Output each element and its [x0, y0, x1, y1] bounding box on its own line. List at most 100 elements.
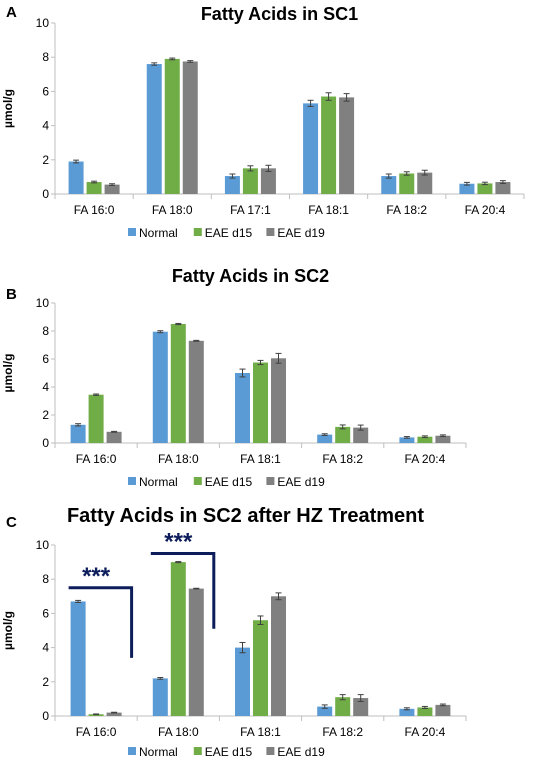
x-tick-label: FA 16:0 — [76, 452, 117, 466]
panel-letter: B — [6, 286, 17, 303]
bar — [152, 678, 168, 716]
bar — [86, 182, 102, 194]
legend-label: Normal — [139, 475, 178, 489]
x-tick-label: FA 18:0 — [158, 725, 199, 739]
legend-swatch — [193, 747, 202, 755]
y-tick-label: 8 — [42, 572, 49, 586]
panel-c: C Fatty Acids in SC2 after HZ Treatment µm… — [1, 505, 467, 759]
significance-bracket — [150, 552, 216, 629]
bar — [317, 434, 333, 443]
y-tick-label: 2 — [42, 153, 49, 167]
panel-letter: A — [6, 4, 17, 21]
panel-b: B Fatty Acids in SC2 µmol/g 0 2 4 6 8 10 FA 16:0 F… — [1, 266, 467, 489]
x-tick-label: FA 16:0 — [76, 725, 117, 739]
y-tick-label: 0 — [42, 709, 49, 723]
bar — [459, 183, 475, 194]
x-tick-label: FA 16:0 — [74, 203, 115, 217]
legend-swatch — [266, 228, 275, 236]
bar — [495, 182, 511, 194]
x-tick-label: FA 17:1 — [230, 203, 271, 217]
bar — [339, 97, 355, 194]
bar — [260, 168, 276, 194]
bar — [235, 647, 250, 716]
bar — [335, 426, 351, 443]
significance-label: *** — [164, 529, 193, 556]
y-tick-label: 8 — [42, 50, 49, 64]
bar — [353, 427, 369, 443]
legend-label: Normal — [139, 745, 178, 759]
legend-label: EAE d15 — [205, 475, 253, 489]
bar — [170, 324, 186, 443]
bar — [70, 601, 86, 716]
bar — [317, 706, 333, 716]
y-axis-label: µmol/g — [1, 611, 15, 650]
legend-swatch — [266, 747, 275, 755]
bar — [417, 436, 433, 443]
y-tick-label: 4 — [42, 641, 49, 655]
bar — [104, 184, 120, 194]
y-tick-label: 2 — [42, 408, 49, 422]
y-tick-label: 4 — [42, 119, 49, 133]
y-tick-label: 10 — [36, 538, 50, 552]
bar — [271, 596, 286, 716]
x-tick-label: FA 20:4 — [405, 725, 446, 739]
bar — [106, 712, 122, 716]
y-axis-label: µmol/g — [1, 89, 15, 128]
bar — [435, 704, 451, 716]
bar — [353, 698, 369, 716]
x-tick-label: FA 18:2 — [386, 203, 427, 217]
y-tick-label: 0 — [42, 436, 49, 450]
legend-label: Normal — [139, 226, 178, 240]
bar — [182, 61, 198, 194]
bar — [399, 173, 415, 194]
legend-swatch — [128, 228, 136, 236]
legend-swatch — [266, 477, 275, 485]
bar — [188, 340, 204, 443]
legend-label: EAE d15 — [205, 226, 253, 240]
chart-title: Fatty Acids in SC2 after HZ Treatment — [67, 505, 424, 527]
bar — [170, 562, 186, 716]
significance-label: *** — [82, 563, 111, 590]
chart-title: Fatty Acids in SC2 — [172, 266, 329, 286]
chart-title: Fatty Acids in SC1 — [201, 4, 358, 24]
x-tick-label: FA 20:4 — [465, 203, 506, 217]
y-tick-label: 2 — [42, 675, 49, 689]
bar — [70, 424, 86, 443]
bar — [321, 96, 337, 194]
x-tick-label: FA 20:4 — [405, 452, 446, 466]
bar — [477, 183, 493, 194]
significance-bracket — [68, 586, 134, 658]
legend-label: EAE d19 — [277, 226, 325, 240]
bar — [235, 373, 250, 443]
bar — [381, 176, 397, 194]
panel-a: A Fatty Acids in SC1 µmol/g 0 2 4 6 8 10 FA 16:0 F… — [1, 4, 525, 240]
y-tick-label: 10 — [36, 16, 50, 30]
bar — [188, 588, 204, 716]
bar — [242, 168, 258, 194]
bar — [335, 697, 351, 716]
bar — [253, 620, 268, 716]
bar — [417, 172, 433, 194]
x-tick-label: FA 18:2 — [322, 725, 363, 739]
bar — [68, 161, 84, 194]
legend-label: EAE d19 — [277, 745, 325, 759]
bar — [303, 103, 319, 194]
bar — [271, 358, 286, 443]
y-tick-label: 6 — [42, 606, 49, 620]
legend-swatch — [193, 477, 202, 485]
x-tick-label: FA 18:0 — [152, 203, 193, 217]
y-tick-label: 0 — [42, 187, 49, 201]
bar — [399, 437, 415, 443]
bar — [88, 714, 104, 716]
x-tick-label: FA 18:1 — [308, 203, 349, 217]
legend-label: EAE d19 — [277, 475, 325, 489]
bar — [146, 64, 162, 194]
bar — [106, 431, 122, 443]
y-tick-label: 4 — [42, 380, 49, 394]
bar — [152, 331, 168, 443]
x-tick-label: FA 18:1 — [240, 452, 281, 466]
bar — [417, 707, 433, 716]
x-tick-label: FA 18:2 — [322, 452, 363, 466]
x-tick-label: FA 18:0 — [158, 452, 199, 466]
